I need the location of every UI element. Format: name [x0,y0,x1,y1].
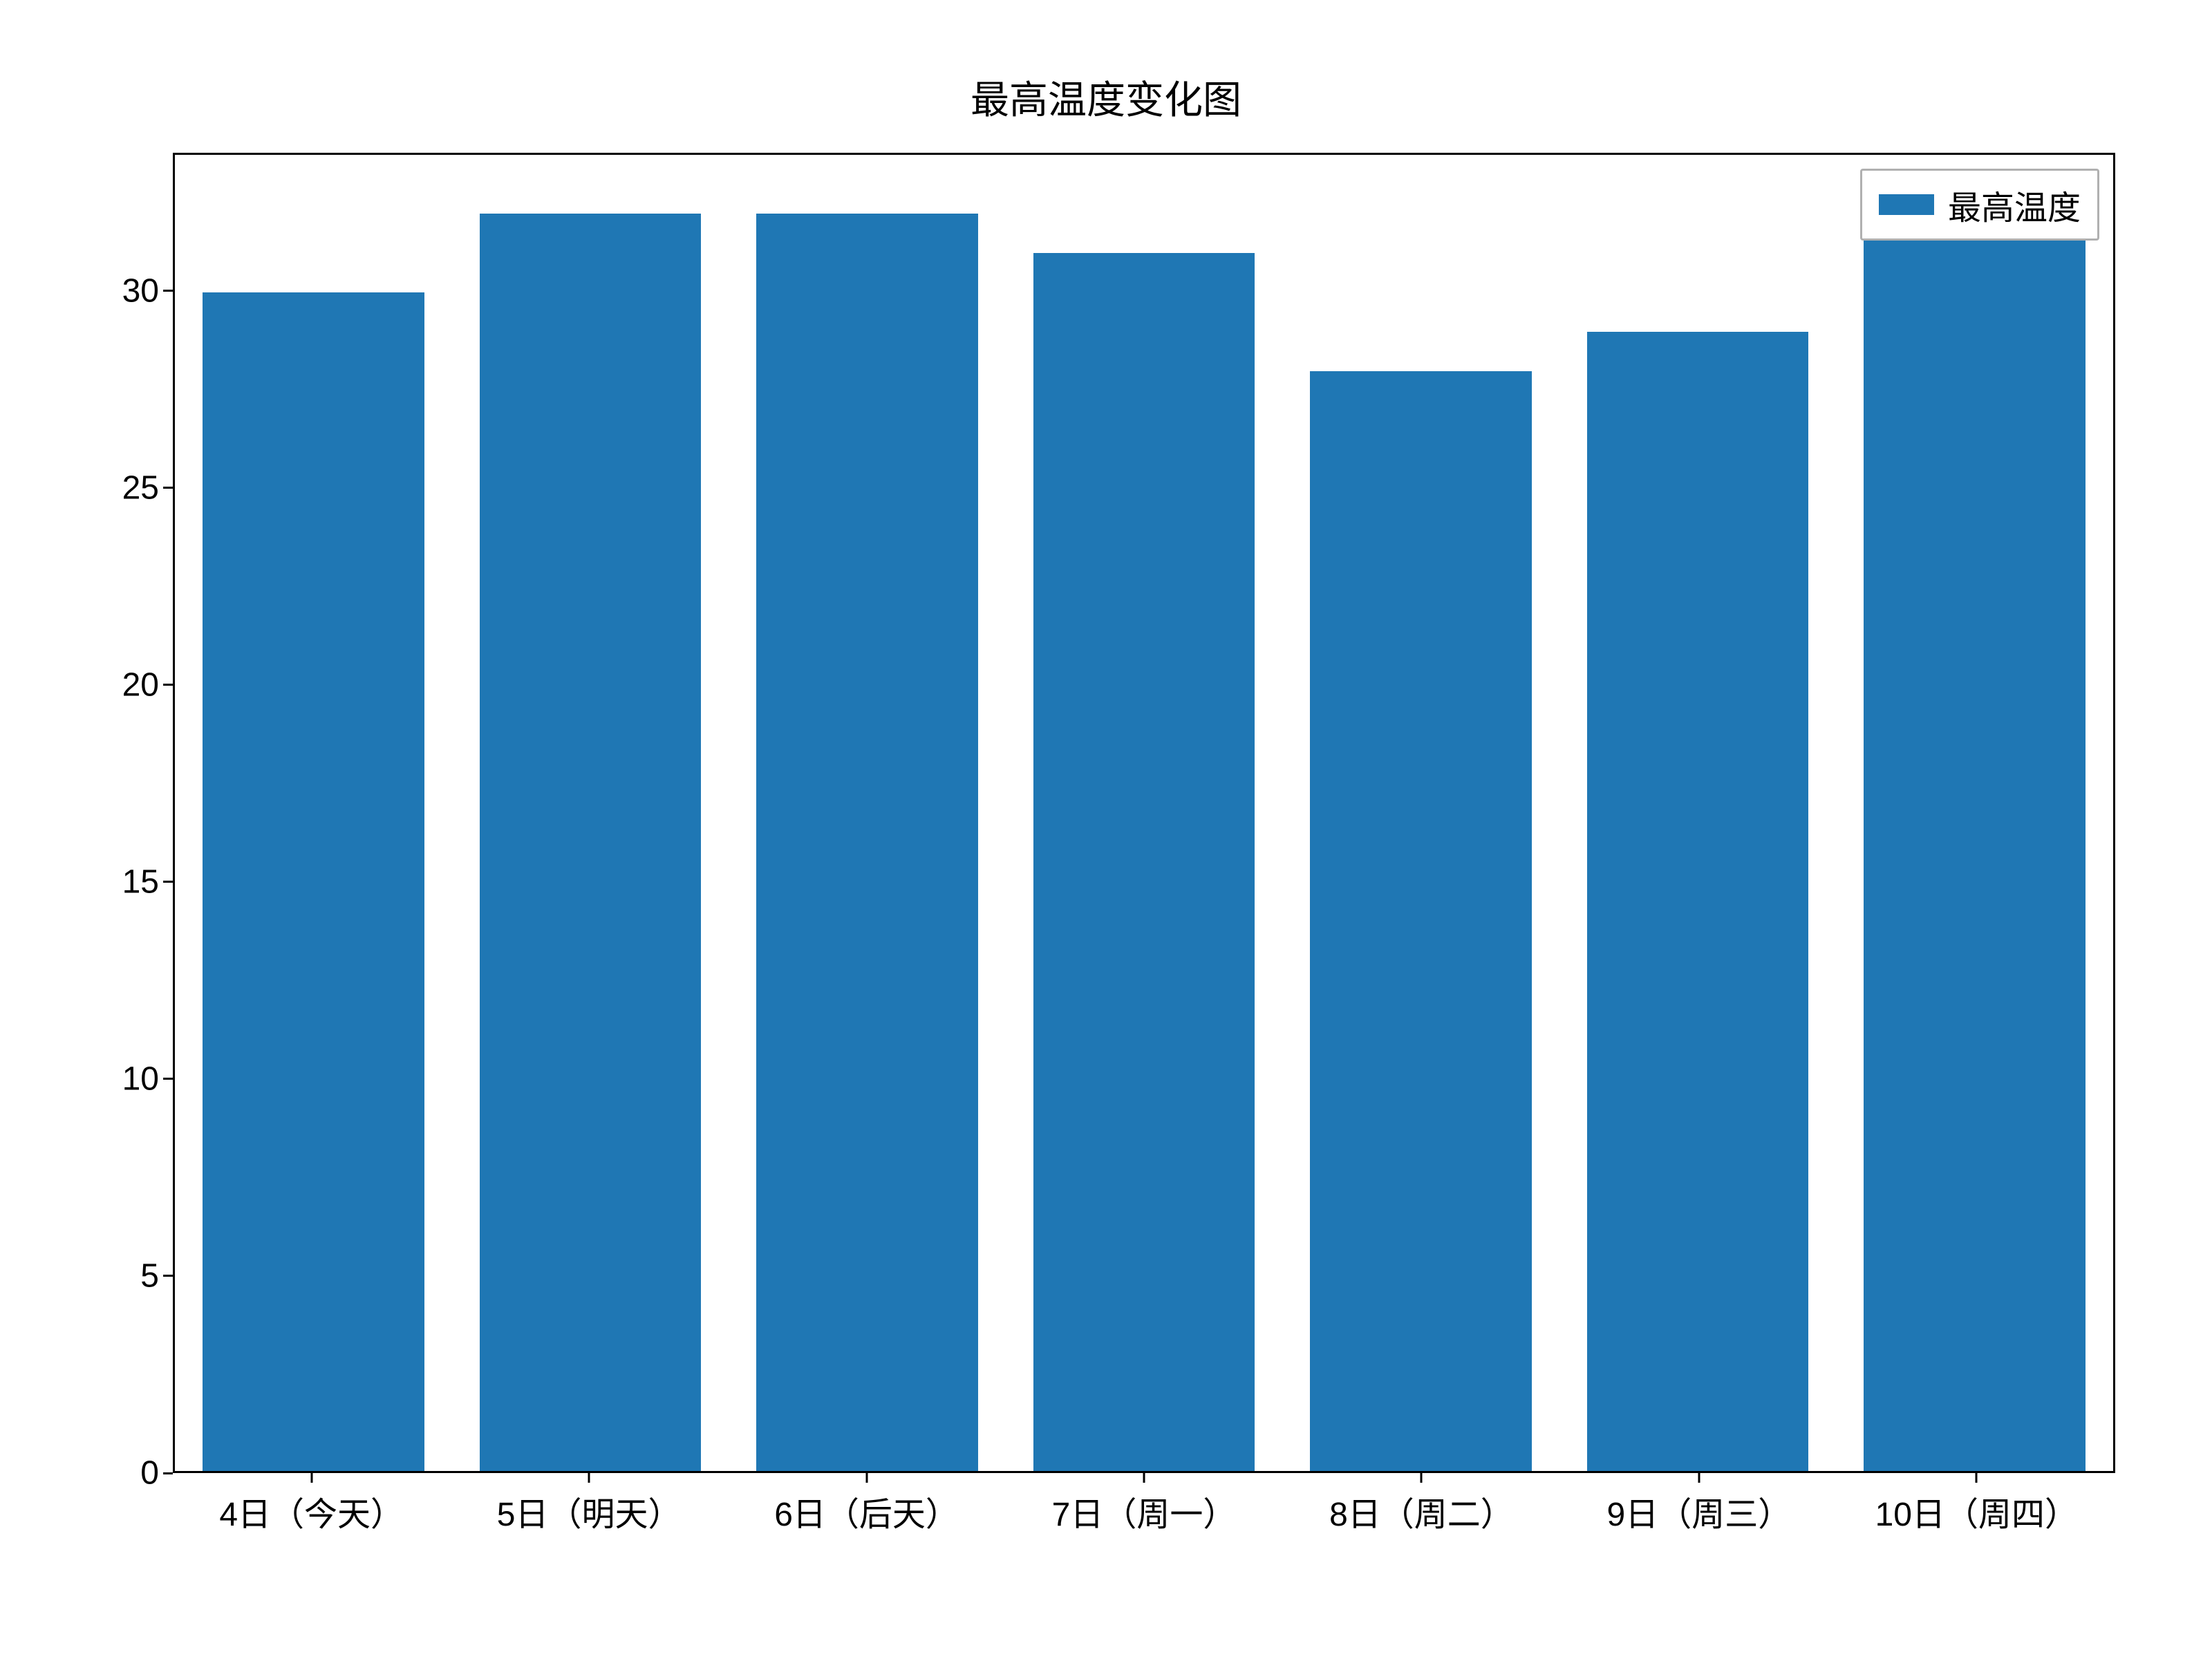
x-tick-mark [588,1473,590,1483]
x-tick-label: 7日（周一） [1052,1487,1237,1535]
legend-label: 最高温度 [1948,180,2081,229]
x-tick-label: 9日（周三） [1606,1487,1791,1535]
bar [1310,371,1531,1471]
chart-title: 最高温度变化图 [69,69,2143,125]
y-tick-label: 5 [140,1257,159,1295]
x-tick-mark [1698,1473,1700,1483]
x-tick-mark [1421,1473,1423,1483]
bars-container [175,155,2113,1471]
x-tick-label: 6日（后天） [774,1487,959,1535]
y-tick-mark [163,881,173,883]
y-tick-mark [163,290,173,292]
chart-wrapper: 最高温度变化图 0 5 10 15 20 25 30 最高温度 4日（今天） 5日（明天） 6日… [69,69,2143,1590]
y-tick-label: 30 [122,272,159,310]
y-axis: 051015202530 [69,153,173,1473]
y-tick-mark [163,1078,173,1080]
x-tick-mark [865,1473,868,1483]
x-tick-label: 5日（明天） [497,1487,682,1535]
legend: 最高温度 [1860,169,2099,241]
y-tick-label: 10 [122,1060,159,1098]
bar [1864,214,2085,1471]
y-tick-mark [163,684,173,686]
x-tick-mark [1143,1473,1145,1483]
bar [1587,332,1808,1471]
x-tick-label: 4日（今天） [219,1487,404,1535]
y-tick-label: 25 [122,469,159,507]
x-axis: 4日（今天） 5日（明天） 6日（后天） 7日（周一） 8日（周二） 9日（周三） 10日（… [173,1473,2115,1556]
y-tick-mark [163,487,173,489]
y-tick-label: 20 [122,666,159,704]
legend-swatch [1879,194,1934,215]
x-tick-label: 10日（周四） [1875,1487,2078,1535]
y-tick-mark [163,1275,173,1277]
y-tick-label: 0 [140,1454,159,1492]
bar [480,214,701,1471]
y-tick-mark [163,1472,173,1474]
plot-container: 0 5 10 15 20 25 30 最高温度 4日（今天） 5日（明天） 6日（后天） 7日（周… [69,139,2143,1556]
y-tick-label: 15 [122,863,159,901]
x-tick-label: 8日（周二） [1329,1487,1514,1535]
bar [203,292,424,1471]
x-tick-mark [1976,1473,1978,1483]
bar [1033,253,1255,1471]
bar [756,214,977,1471]
x-tick-mark [310,1473,312,1483]
plot-area: 最高温度 [173,153,2115,1473]
